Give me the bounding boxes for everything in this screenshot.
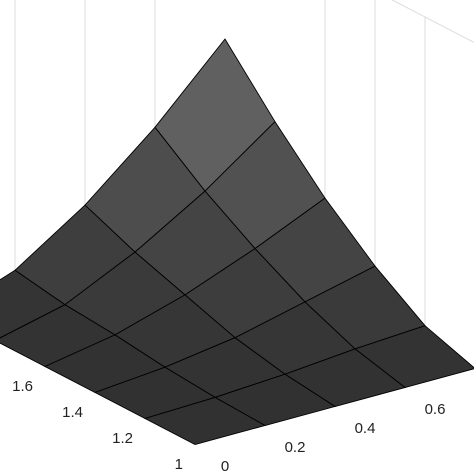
y-tick-label: 0.2 [285,439,306,456]
x-tick-label: 1 [175,456,183,473]
x-tick-label: 1.2 [112,430,133,447]
y-tick-label: 0.4 [355,420,376,437]
surface-patch [143,396,267,445]
y-tick-label: 0 [221,458,229,474]
x-tick-label: 1.6 [12,378,33,395]
y-tick-label: 0.6 [425,401,446,418]
x-tick-label: 1.4 [62,404,83,421]
wall-edge [391,0,474,44]
